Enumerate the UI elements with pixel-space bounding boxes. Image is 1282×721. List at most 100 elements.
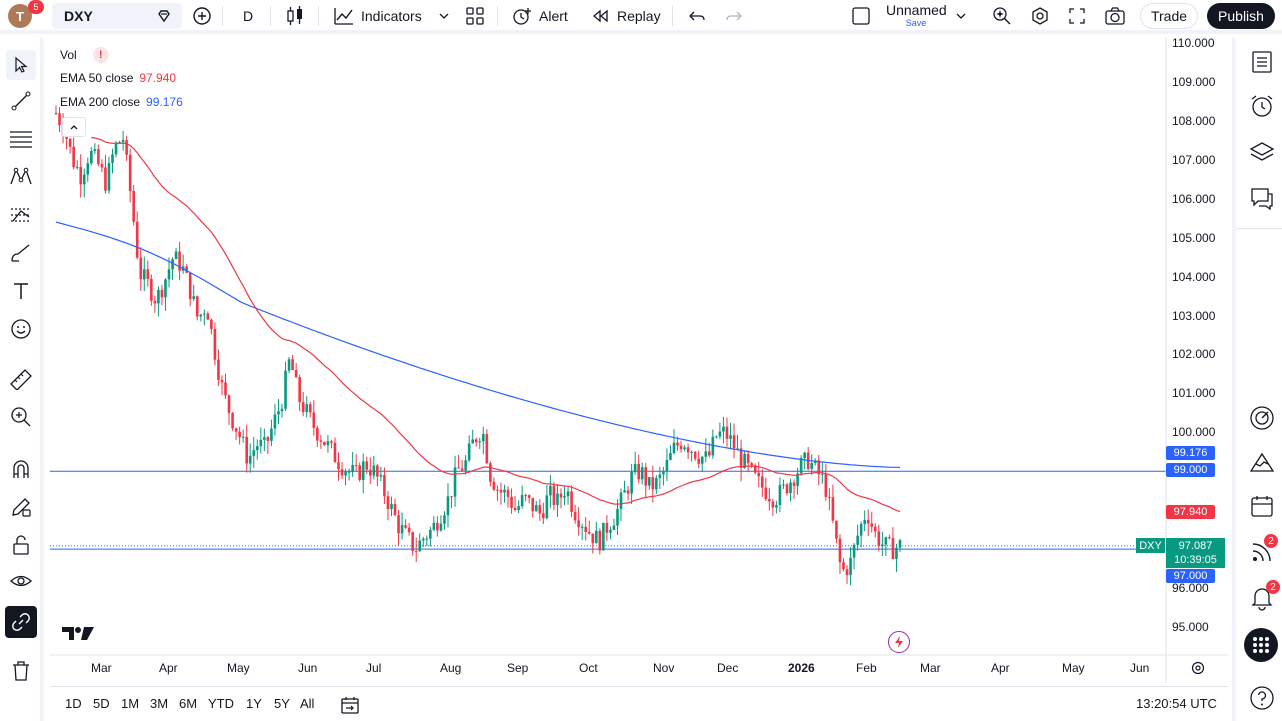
chats-button[interactable] bbox=[1248, 184, 1276, 212]
forecast-tool[interactable] bbox=[8, 202, 34, 228]
object-tree-button[interactable] bbox=[1248, 138, 1276, 166]
candle bbox=[358, 462, 361, 482]
candle bbox=[213, 322, 217, 366]
layout-checkbox[interactable] bbox=[851, 3, 871, 29]
volume-legend[interactable]: Vol ! bbox=[60, 47, 109, 63]
ema200-legend[interactable]: EMA 200 close 99.176 bbox=[60, 95, 183, 109]
alerts-panel-button[interactable] bbox=[1248, 92, 1276, 120]
candle bbox=[227, 394, 231, 425]
remove-drawings-tool[interactable] bbox=[8, 658, 34, 684]
range-button[interactable]: 1Y bbox=[246, 696, 262, 711]
news-feed-button[interactable] bbox=[1248, 538, 1276, 566]
drawing-mode-tool[interactable] bbox=[8, 494, 34, 520]
emoji-tool[interactable] bbox=[8, 316, 34, 342]
brush-tool[interactable] bbox=[8, 240, 34, 266]
calendar-button[interactable] bbox=[1248, 492, 1276, 520]
pattern-tool[interactable] bbox=[8, 164, 34, 190]
trash-icon bbox=[13, 661, 29, 681]
candle bbox=[210, 318, 213, 335]
range-button[interactable]: 1M bbox=[121, 696, 140, 711]
candle bbox=[690, 450, 693, 462]
candle bbox=[623, 480, 626, 493]
snapshot-button[interactable] bbox=[1104, 3, 1126, 29]
candle bbox=[418, 533, 422, 552]
candle bbox=[54, 105, 58, 115]
range-button[interactable]: 3M bbox=[150, 696, 169, 711]
candle bbox=[898, 538, 902, 553]
toolbar-divider bbox=[497, 6, 498, 26]
alert-button[interactable]: Alert bbox=[511, 3, 568, 29]
candle bbox=[577, 507, 580, 536]
range-button[interactable]: 1D bbox=[65, 696, 82, 711]
layouts-button[interactable] bbox=[465, 3, 485, 29]
lock-drawings-tool[interactable] bbox=[8, 532, 34, 558]
magnet-tool[interactable] bbox=[8, 456, 34, 482]
zoom-tool[interactable] bbox=[8, 404, 34, 430]
events-marker[interactable] bbox=[888, 631, 910, 653]
range-button[interactable]: 5Y bbox=[274, 696, 290, 711]
settings-button[interactable] bbox=[1030, 3, 1050, 29]
symbol-search[interactable]: DXY bbox=[52, 3, 182, 29]
candle bbox=[665, 448, 669, 482]
range-button[interactable]: All bbox=[300, 696, 315, 711]
interval-button[interactable]: D bbox=[243, 3, 253, 29]
cursor-tool[interactable] bbox=[6, 50, 36, 80]
gear-icon bbox=[1032, 7, 1048, 25]
layout-name-button[interactable]: Unnamed Save bbox=[886, 3, 947, 31]
axis-settings-button[interactable] bbox=[1190, 660, 1206, 681]
text-tool[interactable] bbox=[8, 278, 34, 304]
candle bbox=[171, 257, 174, 281]
trade-button[interactable]: Trade bbox=[1140, 3, 1198, 29]
indicators-button[interactable]: Indicators bbox=[333, 3, 422, 29]
indicators-icon bbox=[334, 8, 353, 25]
warning-icon[interactable]: ! bbox=[92, 47, 109, 63]
drawing-toolbar bbox=[0, 38, 44, 721]
indicators-dropdown[interactable] bbox=[438, 3, 450, 29]
toolbar-divider bbox=[672, 6, 673, 26]
rewind-icon bbox=[592, 9, 608, 23]
fullscreen-button[interactable] bbox=[1068, 3, 1086, 29]
gear-icon bbox=[1191, 661, 1205, 675]
fib-tool[interactable] bbox=[8, 126, 34, 152]
products-menu-button[interactable] bbox=[1244, 628, 1278, 662]
notifications-button[interactable] bbox=[1248, 584, 1276, 612]
chart-type-button[interactable] bbox=[285, 3, 305, 29]
undo-button[interactable] bbox=[688, 3, 706, 29]
help-button[interactable] bbox=[1248, 684, 1276, 712]
collapse-legend-button[interactable] bbox=[62, 117, 86, 137]
candle bbox=[270, 419, 273, 447]
ideas-button[interactable] bbox=[1248, 448, 1276, 476]
time-tick: Nov bbox=[653, 661, 675, 675]
candle bbox=[711, 429, 715, 459]
range-button[interactable]: 5D bbox=[93, 696, 110, 711]
trend-line-tool[interactable] bbox=[8, 88, 34, 114]
range-button[interactable]: YTD bbox=[208, 696, 234, 711]
ema50-legend[interactable]: EMA 50 close 97.940 bbox=[60, 71, 176, 85]
candle bbox=[587, 520, 591, 535]
hide-drawings-tool[interactable] bbox=[8, 568, 34, 594]
watchlist-button[interactable] bbox=[1248, 48, 1276, 76]
go-to-date-button[interactable] bbox=[340, 695, 360, 720]
candle bbox=[863, 510, 866, 532]
range-button[interactable]: 6M bbox=[179, 696, 198, 711]
candle bbox=[386, 490, 390, 521]
replay-button[interactable]: Replay bbox=[591, 3, 661, 29]
layout-save-status: Save bbox=[905, 18, 927, 28]
technicals-button[interactable] bbox=[1248, 404, 1276, 432]
candle bbox=[771, 498, 775, 516]
utc-clock[interactable]: 13:20:54 UTC bbox=[1136, 696, 1217, 711]
measure-tool[interactable] bbox=[8, 366, 34, 392]
ema50-value: 97.940 bbox=[139, 71, 177, 85]
tradingview-logo[interactable] bbox=[62, 625, 94, 646]
quick-search-button[interactable] bbox=[991, 3, 1013, 29]
layout-menu-dropdown[interactable] bbox=[955, 3, 967, 29]
candle bbox=[824, 463, 828, 501]
candle bbox=[86, 157, 90, 183]
compare-symbol-button[interactable] bbox=[192, 3, 212, 29]
candle bbox=[609, 526, 612, 540]
redo-button[interactable] bbox=[725, 3, 743, 29]
sync-drawings-tool[interactable] bbox=[5, 606, 37, 638]
candle bbox=[446, 483, 450, 528]
publish-button[interactable]: Publish bbox=[1207, 3, 1275, 29]
